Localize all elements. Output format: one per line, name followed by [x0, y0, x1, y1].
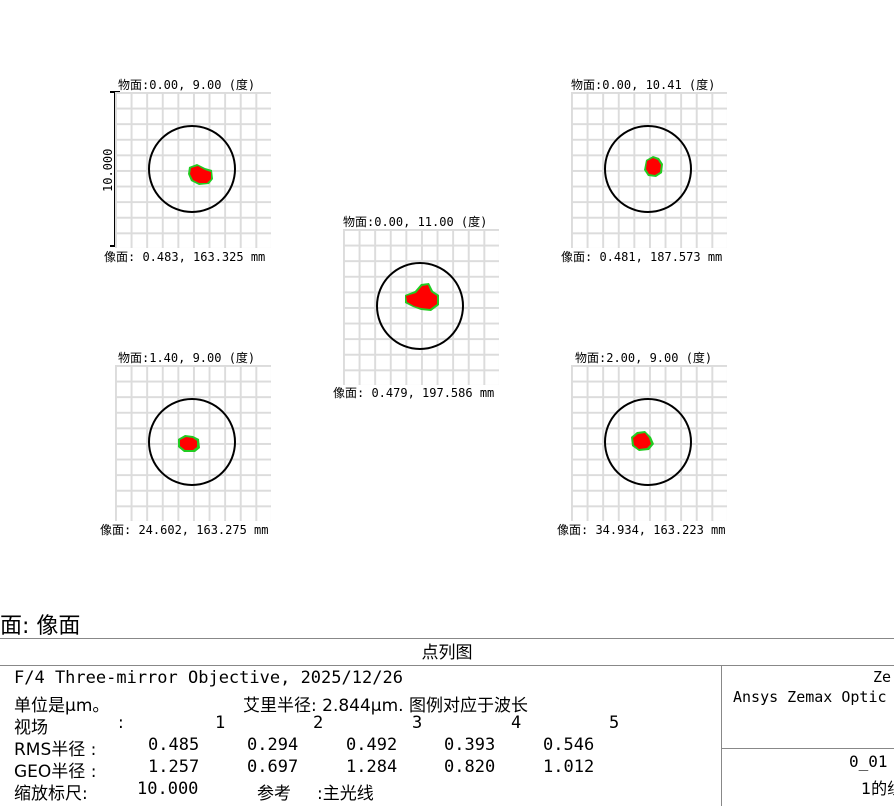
image-label-1: 像面: 0.483, 163.325 mm [104, 250, 266, 264]
spot-plot-3 [343, 229, 499, 385]
airy-circle [604, 125, 692, 213]
image-label-4: 像面: 24.602, 163.275 mm [100, 523, 269, 537]
info-right-bottom-panel [722, 748, 894, 806]
file-id: 0_01 [849, 752, 888, 771]
airy-text: 艾里半径: 2.844μm. 图例对应于波长 [243, 696, 528, 716]
geo-value-2: 0.697 [247, 757, 299, 777]
field-row-colon: : [118, 713, 124, 733]
geo-value-4: 0.820 [444, 757, 496, 777]
airy-circle [604, 398, 692, 486]
spot-cluster [631, 431, 654, 451]
image-label-3: 像面: 0.479, 197.586 mm [333, 386, 495, 400]
image-label-5: 像面: 34.934, 163.223 mm [557, 523, 726, 537]
spot-cluster [644, 156, 663, 177]
geo-label: GEO半径 : [14, 762, 97, 782]
scale-row-label: 缩放标尺: [14, 784, 88, 804]
config-label: 1的组 [861, 779, 894, 798]
reference-value: :主光线 [317, 784, 374, 804]
field-number-2: 2 [313, 713, 324, 733]
geo-value-5: 1.012 [543, 757, 595, 777]
spot-cluster [178, 435, 200, 452]
spot-plot-1 [115, 92, 271, 248]
field-label-1: 物面:0.00, 9.00 (度) [118, 78, 256, 92]
airy-circle [148, 125, 236, 213]
rms-value-2: 0.294 [247, 735, 299, 755]
spot-plot-4 [115, 365, 271, 521]
spot-plot-2 [571, 92, 727, 248]
scale-bar-label: 10.000 [101, 148, 115, 192]
system-title: F/4 Three-mirror Objective, 2025/12/26 [14, 668, 403, 688]
field-number-4: 4 [511, 713, 522, 733]
airy-circle [376, 262, 464, 350]
surface-label: 面: 像面 [0, 614, 81, 639]
spot-cluster [188, 164, 213, 185]
field-number-1: 1 [215, 713, 226, 733]
field-label-3: 物面:0.00, 11.00 (度) [343, 215, 488, 229]
rms-value-5: 0.546 [543, 735, 595, 755]
spot-cluster [405, 283, 439, 311]
field-row-label: 视场 [14, 718, 48, 738]
info-box [0, 638, 894, 806]
company-short: Ze [873, 668, 892, 686]
info-left-panel [0, 666, 722, 806]
rms-value-3: 0.492 [346, 735, 398, 755]
scale-row-value: 10.000 [137, 779, 199, 799]
reference-label: 参考 [257, 784, 291, 804]
geo-value-1: 1.257 [148, 757, 200, 777]
rms-value-1: 0.485 [148, 735, 200, 755]
company-long: Ansys Zemax Optic [733, 688, 887, 706]
field-number-3: 3 [412, 713, 423, 733]
rms-value-4: 0.393 [444, 735, 496, 755]
info-title: 点列图 [0, 640, 894, 666]
airy-circle [148, 398, 236, 486]
field-number-5: 5 [609, 713, 620, 733]
field-label-4: 物面:1.40, 9.00 (度) [118, 351, 256, 365]
geo-value-3: 1.284 [346, 757, 398, 777]
rms-label: RMS半径 : [14, 740, 97, 760]
spot-plot-5 [571, 365, 727, 521]
field-label-5: 物面:2.00, 9.00 (度) [575, 351, 713, 365]
unit-text: 单位是μm。 [14, 696, 110, 716]
field-label-2: 物面:0.00, 10.41 (度) [571, 78, 716, 92]
image-label-2: 像面: 0.481, 187.573 mm [561, 250, 723, 264]
